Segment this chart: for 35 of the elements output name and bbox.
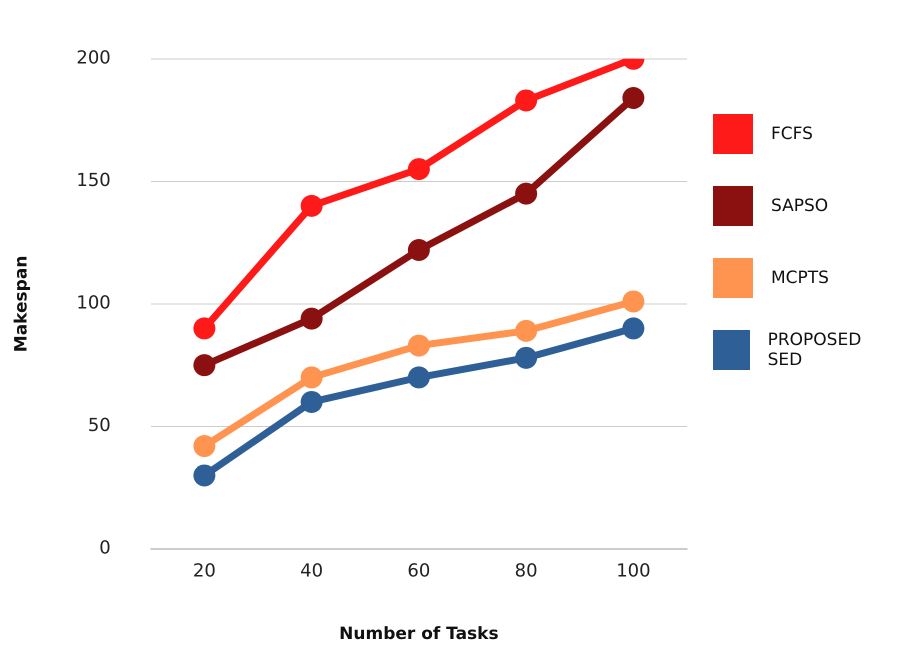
legend-label: MCPTS: [771, 268, 829, 288]
point: [300, 366, 323, 388]
legend-label: SAPSO: [771, 196, 828, 216]
point: [515, 182, 538, 205]
point: [408, 238, 430, 261]
x-tick-label: 40: [300, 560, 324, 582]
x-tick-label: 20: [192, 560, 216, 582]
point: [408, 366, 430, 388]
point: [515, 320, 538, 342]
point: [622, 87, 644, 110]
x-tick-label: 60: [407, 560, 430, 582]
point: [300, 390, 323, 413]
x-tick-label: 80: [514, 560, 538, 582]
y-axis-title: Makespan: [12, 256, 32, 352]
x-axis-title: Number of Tasks: [339, 624, 499, 644]
point: [515, 89, 538, 112]
point: [300, 194, 323, 217]
point: [193, 317, 216, 340]
y-tick-label: 100: [76, 292, 111, 314]
y-tick-label: 200: [76, 47, 111, 68]
point: [622, 317, 644, 340]
y-tick-label: 50: [88, 415, 111, 436]
point: [193, 354, 216, 376]
point: [408, 334, 430, 357]
point: [515, 346, 538, 369]
point: [193, 464, 216, 486]
x-tick-label: 100: [616, 560, 651, 582]
point: [408, 158, 430, 180]
point: [193, 435, 216, 458]
legend-label: PROPOSED SED: [768, 330, 862, 370]
legend-label: FCFS: [771, 124, 813, 144]
point: [622, 290, 644, 312]
point: [300, 308, 323, 330]
y-tick-label: 0: [99, 538, 111, 559]
y-tick-label: 150: [76, 170, 111, 192]
